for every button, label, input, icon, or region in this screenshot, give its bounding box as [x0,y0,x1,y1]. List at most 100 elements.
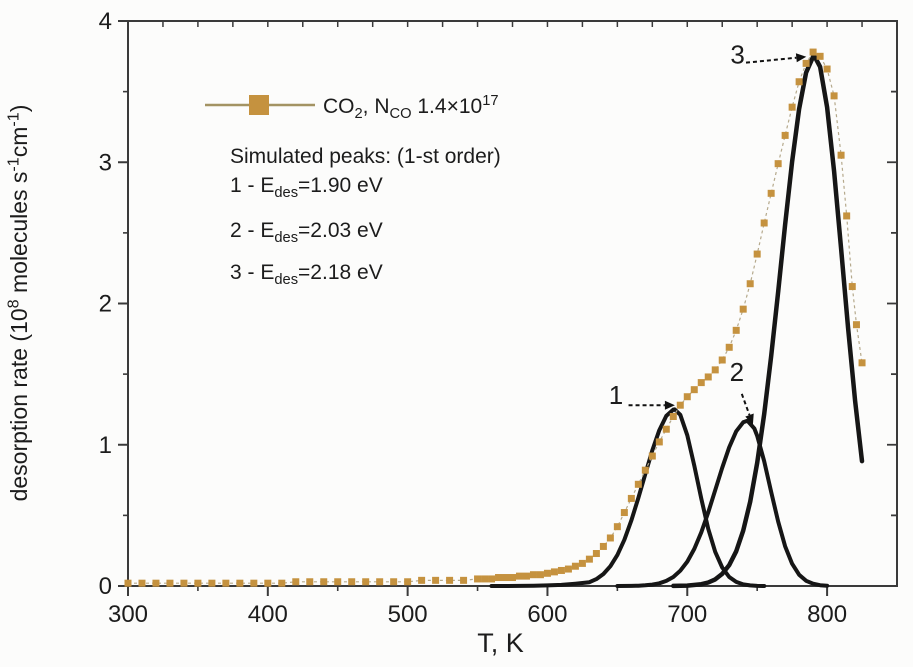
experimental-co2-marker [809,48,817,56]
x-tick-label: 800 [807,601,847,628]
y-tick-label: 0 [99,573,112,600]
experimental-co2-marker [823,65,831,73]
experimental-co2-marker [488,575,496,583]
x-tick-label: 700 [667,601,707,628]
experimental-co2-marker [208,579,216,587]
experimental-co2-marker [634,480,642,488]
experimental-co2-marker [802,59,810,67]
y-tick-label: 1 [99,432,112,459]
legend-entry-co2: CO2, NCO 1.4×1017 [323,93,499,122]
y-axis-title: desorption rate (108 molecules s-1cm-1) [4,105,32,502]
experimental-co2-marker [697,379,705,387]
peak-arrow-line [745,56,797,64]
experimental-co2-marker [571,562,579,570]
y-tick-label: 3 [99,149,112,176]
experimental-co2-marker [858,359,866,367]
experimental-co2-marker [592,550,600,558]
experimental-co2-marker [432,576,440,584]
y-axis: 0 1 2 3 4 [99,8,897,600]
experimental-co2-marker [529,571,537,579]
experimental-co2-marker [474,575,482,583]
peak-arrow-head [745,413,754,425]
experimental-co2-marker [502,574,510,582]
experimental-co2-marker [760,219,768,227]
experimental-co2-marker [376,578,384,586]
experimental-co2-marker [669,413,677,420]
legend-sim-item-2: 2 - Edes=2.03 eV [230,219,383,246]
experimental-co2-marker [404,578,412,586]
experimental-co2-marker [641,466,649,474]
peak-arrow-head [664,400,675,410]
legend-marker-sample [249,95,269,115]
experimental-co2-marker [522,572,530,580]
experimental-co2-marker [180,579,188,587]
experimental-co2-marker [334,578,342,586]
x-axis-title: T, K [477,628,524,658]
experimental-co2-marker [830,92,838,100]
experimental-co2-marker [837,151,845,159]
experimental-co2-marker [627,494,635,502]
experimental-co2-marker [843,212,851,220]
experimental-co2-marker [746,280,754,288]
experimental-co2-marker [655,438,663,446]
x-tick-label: 300 [108,601,148,628]
peak-arrow-line [740,393,751,416]
experimental-co2-marker [704,373,712,381]
experimental-co2-marker [606,534,614,542]
experimental-co2-marker [662,425,670,433]
x-tick-label: 600 [527,601,567,628]
peak-label-1: 1 [609,380,623,410]
experimental-co2-marker [676,401,684,409]
experimental-co2-marker [481,575,489,583]
experimental-co2-marker [683,393,691,401]
experimental-co2-marker [348,578,356,586]
experimental-co2-marker [774,160,782,168]
experimental-co2-marker [781,131,789,139]
experimental-co2-marker [194,579,202,587]
legend-sim-item-1: 1 - Edes=1.90 eV [230,174,383,201]
legend: CO2, NCO 1.4×1017 Simulated peaks: (1-st … [205,93,501,288]
experimental-co2-marker [711,366,719,374]
experimental-co2-marker [648,452,656,460]
experimental-co2-marker [124,579,132,587]
experimental-co2-marker [320,578,328,586]
experimental-co2-marker [509,574,516,582]
peak-annotations: 1 2 3 [609,39,807,425]
experimental-co2-marker [292,578,300,586]
simulated-peak-3-curve [671,54,865,589]
experimental-co2-marker [732,326,740,334]
experimental-co2-marker [725,343,733,351]
experimental-co2-marker [495,574,503,582]
experimental-co2-marker [264,579,272,587]
experimental-co2-marker [152,579,160,587]
experimental-co2-marker [236,579,244,587]
experimental-co2-marker [767,189,775,197]
experimental-co2-marker [460,576,468,584]
experimental-co2-marker [753,250,761,258]
experimental-co2-marker [557,566,565,574]
experimental-co2-marker [446,576,454,584]
legend-sim-item-3: 3 - Edes=2.18 eV [230,261,383,288]
experimental-co2-marker [690,386,698,394]
experimental-co2-marker [620,509,628,517]
experimental-co2-marker [816,52,824,60]
experimental-co2-marker [718,356,726,364]
experimental-co2-marker [166,579,174,587]
x-tick-label: 500 [388,601,428,628]
experimental-co2-marker [848,283,856,291]
experimental-co2-marker [599,542,607,550]
experimental-co2-marker [222,579,230,587]
experimental-co2-marker [795,78,803,86]
experimental-co2-marker [138,579,146,587]
x-axis: 300 400 500 600 700 800 [108,21,863,628]
y-tick-label: 2 [99,291,112,318]
peak-arrow-head [795,53,807,63]
experimental-co2-marker [418,576,426,584]
experimental-co2-marker [306,578,314,586]
experimental-co2-marker [536,571,544,579]
experimental-co2-marker [613,523,621,531]
experimental-co2-marker [278,579,286,587]
data-series [124,48,866,589]
simulated-peak-2-curve [615,418,830,588]
